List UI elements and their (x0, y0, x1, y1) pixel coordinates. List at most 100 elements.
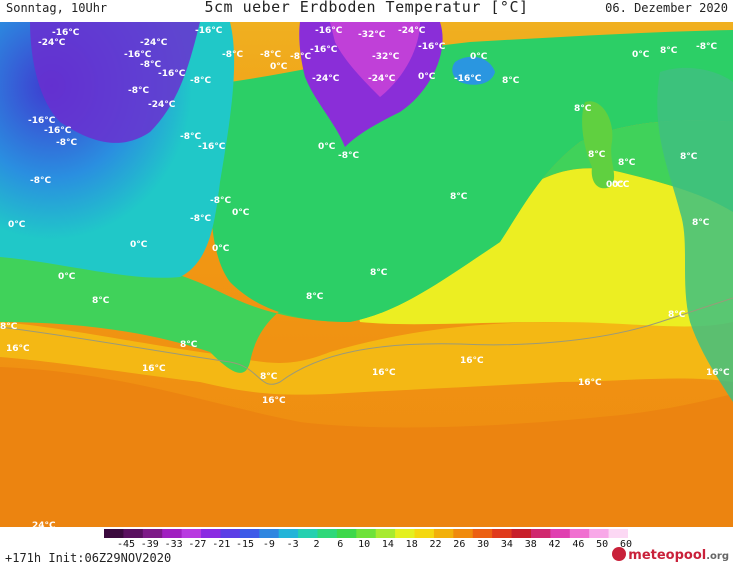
meteopool-logo[interactable]: meteopool.org (612, 547, 729, 563)
colorbar-tick-label: 34 (500, 539, 513, 550)
temperature-label: 0°C (130, 240, 148, 250)
colorbar-tick-label: -45 (116, 539, 136, 550)
temperature-map: -16°C -24°C -16°C -16°C -24°C -32°C -24°C -16°C… (0, 22, 733, 527)
temperature-label: -32°C (358, 30, 386, 40)
colorbar-swatch (336, 529, 357, 538)
colorbar-swatch (239, 529, 260, 538)
temperature-label: -8°C (190, 214, 211, 224)
temperature-label: 0°C (470, 52, 488, 62)
forecast-date: 06. Dezember 2020 (605, 1, 728, 15)
temperature-label: 8°C (680, 152, 698, 162)
temperature-label: 16°C (262, 396, 286, 406)
colorbar-tick-label: -27 (188, 539, 207, 550)
temperature-label: 8°C (260, 372, 278, 382)
temperature-label: 16°C (578, 378, 602, 388)
temperature-label: -16°C (198, 142, 226, 152)
colorbar-swatch (259, 529, 280, 538)
temperature-label: 8°C (588, 150, 606, 160)
colorbar-tick-label: 42 (548, 539, 561, 550)
colorbar-swatch (433, 529, 454, 538)
temperate-zone (0, 120, 733, 373)
temperature-label: 16°C (142, 364, 166, 374)
colorbar-swatch (317, 529, 338, 538)
temperature-label: 8°C (450, 192, 468, 202)
temperature-label-layer: -16°C -24°C -16°C -16°C -24°C -32°C -24°C -16°C… (0, 26, 730, 527)
colorbar (104, 529, 628, 538)
temperature-label: 16°C (706, 368, 730, 378)
colorbar-tick-label: -33 (164, 539, 183, 550)
temperature-label: 0°C (318, 142, 336, 152)
colorbar-tick-label: 2 (313, 539, 320, 550)
temperature-label: 8°C (574, 104, 592, 114)
temperature-label: -24°C (312, 74, 340, 84)
colorbar-swatch (550, 529, 571, 538)
colorbar-swatch (492, 529, 513, 538)
colorbar-tick-label: 14 (381, 539, 394, 550)
colorbar-tick-label: 10 (358, 539, 371, 550)
temperature-label: 8°C (502, 76, 520, 86)
forecast-day-time: Sonntag, 10Uhr (6, 1, 108, 15)
colorbar-tick-label: 38 (524, 539, 537, 550)
temperature-label: -16°C (52, 28, 80, 38)
temperature-label: 8°C (618, 158, 636, 168)
colorbar-tick-label: -21 (212, 539, 231, 550)
temperature-label: -16°C (195, 26, 223, 36)
temperature-label: -8°C (338, 151, 359, 161)
temperature-label: 16°C (6, 344, 30, 354)
temperature-label: 0°C (58, 272, 76, 282)
brand-tld: .org (706, 551, 729, 562)
colorbar-swatch (220, 529, 241, 538)
temperature-label: -8°C (696, 42, 717, 52)
temperature-label: -16°C (418, 42, 446, 52)
temperature-label: 0°C (632, 50, 650, 60)
subtropical-zone (0, 367, 733, 527)
colorbar-swatch (375, 529, 396, 538)
colorbar-swatch (453, 529, 474, 538)
colorbar-swatch (298, 529, 319, 538)
temperature-label: 0°C (8, 220, 26, 230)
colorbar-tick-label: 6 (337, 539, 344, 550)
temperature-label: 8°C (370, 268, 388, 278)
model-run-info: +171h Init:06Z29NOV2020 (5, 551, 172, 565)
colorbar-tick-label: -15 (236, 539, 255, 550)
temperature-label: -32°C (372, 52, 400, 62)
temperature-label: 8°C (0, 322, 18, 332)
temperature-label: -16°C (124, 50, 152, 60)
map-footer: -45 -39 -33 -27 -21 -15 -9 -3 2 6 10 14 18 22 26 30 34 38… (0, 527, 733, 566)
greenland-core (330, 22, 420, 97)
temperature-label: -8°C (30, 176, 51, 186)
cool-yellow-zone (350, 168, 733, 327)
map-header: Sonntag, 10Uhr 5cm ueber Erdboden Temper… (0, 0, 733, 22)
temperature-label: -8°C (190, 76, 211, 86)
temperature-label: 0°C (612, 180, 630, 190)
colorbar-swatch (356, 529, 377, 538)
temperature-label: 0°C (212, 244, 230, 254)
colorbar-ticks: -45 -39 -33 -27 -21 -15 -9 -3 2 6 10 14 18 22 26 30 34 38… (104, 539, 632, 551)
temperature-label: -24°C (368, 74, 396, 84)
colorbar-tick-label: -3 (286, 539, 299, 550)
colorbar-tick-label: 46 (572, 539, 585, 550)
temperature-label: 24°C (32, 521, 56, 527)
temperature-label: -8°C (260, 50, 281, 60)
temperature-label: 0°C (606, 180, 624, 190)
temperature-label: -8°C (180, 132, 201, 142)
temperature-label: -24°C (140, 38, 168, 48)
temperature-label: -8°C (128, 86, 149, 96)
temperature-label: -16°C (315, 26, 343, 36)
isotherm-16c (0, 297, 733, 385)
colorbar-tick-label: 60 (619, 539, 633, 550)
europe-landmass (657, 67, 733, 403)
colorbar-tick-label: 50 (596, 539, 609, 550)
iceland (452, 56, 495, 85)
temperature-label: 8°C (668, 310, 686, 320)
brand-name: meteopool (628, 548, 707, 563)
temperature-label: 8°C (180, 340, 198, 350)
temperature-label: -24°C (148, 100, 176, 110)
temperature-label: -8°C (210, 196, 231, 206)
temperature-label: 8°C (306, 292, 324, 302)
colorbar-swatch (589, 529, 610, 538)
temperature-label: -16°C (44, 126, 72, 136)
colorbar-swatch (569, 529, 590, 538)
colorbar-swatch (395, 529, 416, 538)
colorbar-swatch (511, 529, 532, 538)
